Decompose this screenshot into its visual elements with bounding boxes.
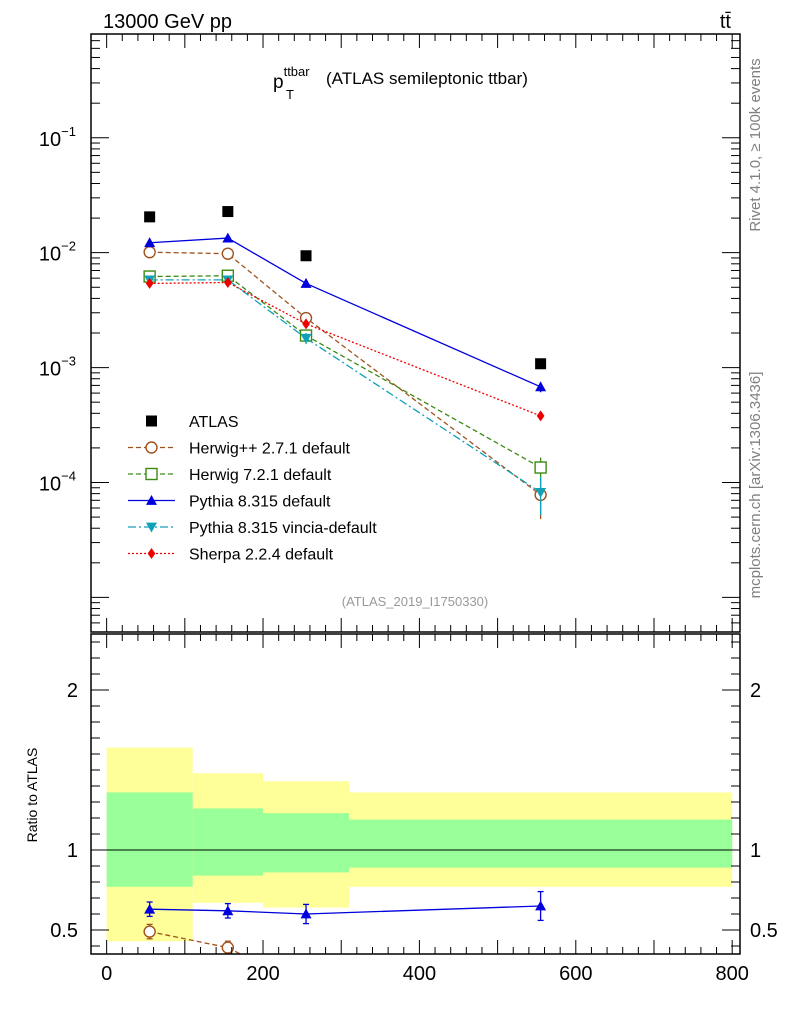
data-point [144,237,156,248]
data-point [144,211,156,223]
stat-uncertainty-band [192,808,264,876]
data-point [300,333,312,344]
ratio-y-tick-label: 0.5 [50,920,78,942]
legend-item-herwig-7-2-1-default: Herwig 7.2.1 default [128,467,332,484]
series-line [149,237,541,388]
ratio-point [300,908,312,919]
x-tick-label: 600 [559,963,592,985]
rivet-label: Rivet 4.1.0, ≥ 100k events [747,58,764,231]
x-tick-label: 0 [101,963,112,985]
analysis-id: (ATLAS_2019_I1750330) [342,594,488,609]
data-point [302,318,310,330]
legend: ATLAS Herwig++ 2.7.1 default Herwig 7.2.1 … [128,414,377,564]
legend-item-pythia-8-315-default: Pythia 8.315 default [128,494,331,511]
upper-frame [90,33,741,633]
data-point [145,277,154,289]
energy-label: 13000 GeV pp [103,11,232,33]
x-tick-label: 200 [246,963,279,985]
data-point [535,488,547,498]
stat-uncertainty-band [106,792,193,887]
ratio-point [221,941,235,954]
legend-item-pythia-8-315-vincia-default: Pythia 8.315 vincia-default [128,520,377,537]
plot-title-sup: ttbar [284,64,311,79]
data-point [143,245,156,259]
source-label: mcplots.cern.ch [arXiv:1306.3436] [747,372,764,599]
legend-marker [146,495,157,505]
plot-title-sub: T [286,87,294,102]
ratio-y-tick-label: 2 [67,680,78,702]
legend-marker [147,548,156,559]
legend-label: Herwig 7.2.1 default [189,467,332,484]
plot-title-main: p [273,72,284,93]
stat-uncertainty-band [263,813,350,873]
x-tick-label: 400 [403,963,436,985]
legend-label: ATLAS [189,414,239,431]
y-tick-label: 10−4 [39,469,76,496]
data-point [222,232,234,243]
legend-marker [146,415,157,427]
legend-label: Sherpa 2.2.4 default [189,547,334,564]
axes-group: 0 200 400 600 800 10−1 10−2 10−3 10−4 0.5 0.5 1 1 2 2 [39,33,778,985]
ratio-point [143,925,156,938]
legend-item-herwig-2-7-1-default: Herwig++ 2.7.1 default [128,441,351,458]
series-pythia-8-315-default [144,232,547,393]
data-point [300,250,312,262]
ratio-y-tick-label-right: 0.5 [750,920,778,942]
ratio-y-tick-label: 1 [67,840,78,862]
legend-marker [145,441,158,454]
legend-label: Pythia 8.315 vincia-default [189,520,377,537]
ratio-y-tick-label-right: 2 [750,680,761,702]
series-atlas-data [144,206,547,370]
ratio-point [222,905,234,916]
ratio-series-herwig-2-7-1-default [143,923,242,954]
ratio-point [144,903,156,914]
data-point [222,206,234,218]
ratio-ylabel: Ratio to ATLAS [24,748,40,843]
ratio-point [535,900,547,911]
stat-uncertainty-band [349,819,733,868]
series-line [149,281,541,417]
y-tick-label: 10−2 [39,239,76,266]
ratio-series-pythia-8-315-default [144,890,547,925]
data-point [300,277,312,288]
series-line [149,251,541,496]
ratio-series-line [149,930,242,954]
data-point [535,381,547,392]
series-sherpa-2-2-4-default [145,277,545,422]
plot-title-rest: (ATLAS semileptonic ttbar) [326,69,528,88]
y-tick-label: 10−3 [39,354,76,381]
ratio-y-tick-label-right: 1 [750,840,761,862]
data-point [534,461,547,474]
legend-item-atlas: ATLAS [146,414,239,431]
data-point [221,247,235,260]
legend-item-sherpa-2-2-4-default: Sherpa 2.2.4 default [128,547,334,564]
series-line [149,279,541,493]
legend-marker [145,467,158,481]
legend-marker [146,522,157,533]
x-tick-label: 800 [715,963,748,985]
series-line [149,275,541,469]
data-point [535,358,547,370]
ratio-uncertainty-bands [91,747,740,942]
lower-frame [90,633,741,955]
process-label: tt̄ [720,11,732,33]
data-point [223,277,232,289]
ratio-series-line [149,905,541,915]
legend-label: Herwig++ 2.7.1 default [189,441,351,458]
legend-label: Pythia 8.315 default [189,494,331,511]
upper-series-group [143,206,547,520]
y-tick-label: 10−1 [39,124,76,151]
plot-title: pttbar [273,64,310,93]
data-point [536,410,545,422]
ratio-series-group [143,890,547,954]
